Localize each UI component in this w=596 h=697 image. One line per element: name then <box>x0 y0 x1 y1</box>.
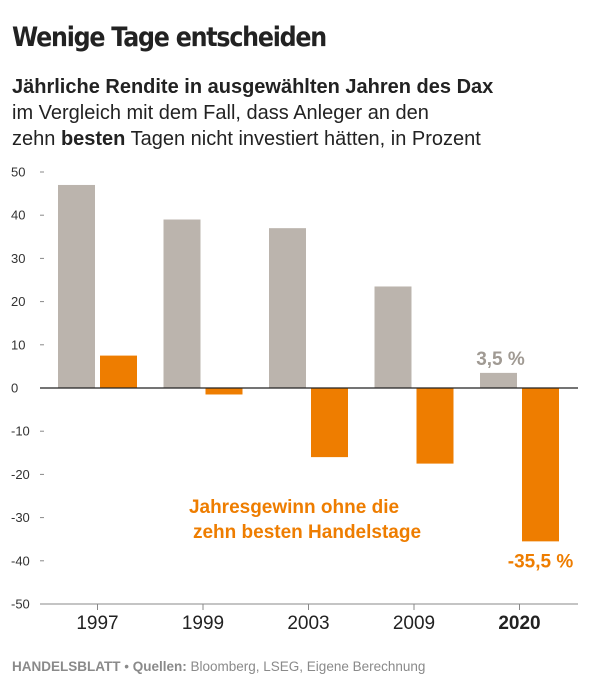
publisher-name: HANDELSBLATT <box>12 659 121 674</box>
bar-2009-series-2 <box>416 388 454 464</box>
bar-2020-series-2 <box>522 388 559 542</box>
y-tick-label: 40 <box>11 208 25 223</box>
y-tick-label: 0 <box>11 381 18 396</box>
subtitle-line-3: zehn besten Tagen nicht investiert hätte… <box>12 126 587 152</box>
y-tick-label: 20 <box>11 294 25 309</box>
subtitle-line-3-end: Tagen nicht investiert hätten, in Prozen… <box>125 128 481 150</box>
bar-2003-series-2 <box>311 388 348 458</box>
value-label: -35,5 % <box>508 551 574 572</box>
subtitle-line-2: im Vergleich mit dem Fall, dass Anleger … <box>12 102 429 124</box>
bar-1997-series-1 <box>58 184 95 388</box>
chart-title: Wenige Tage entscheiden <box>12 22 327 53</box>
series-label-line-2: zehn besten Handelstage <box>193 522 421 543</box>
x-tick-label: 2020 <box>498 613 540 634</box>
y-tick-label: 10 <box>11 337 25 352</box>
x-tick-label: 2009 <box>393 613 435 634</box>
y-tick-label: -10 <box>11 424 30 439</box>
subtitle-line-3-emphasis: besten <box>60 128 126 150</box>
bar-2003-series-1 <box>269 228 306 388</box>
bar-1997-series-2 <box>100 355 137 388</box>
y-tick-label: -20 <box>11 467 30 482</box>
bar-2009-series-1 <box>374 286 412 388</box>
chart-subtitle: Jährliche Rendite in ausgewählten Jahren… <box>12 74 587 152</box>
y-tick-label: -30 <box>11 510 30 525</box>
bar-1999-series-1 <box>163 219 201 388</box>
sources-text: Bloomberg, LSEG, Eigene Berechnung <box>186 659 426 674</box>
bar-1999-series-2 <box>205 388 243 395</box>
series-label-line-1: Jahresgewinn ohne die <box>189 497 399 518</box>
x-tick-label: 2003 <box>287 613 329 634</box>
sources-label: Quellen: <box>132 659 187 674</box>
subtitle-line-1: Jährliche Rendite in ausgewählten Jahren… <box>12 76 494 98</box>
y-tick-label: 50 <box>11 165 25 180</box>
y-tick-label: -50 <box>11 597 30 612</box>
x-tick-label: 1999 <box>182 613 224 634</box>
footer-separator: • <box>120 659 133 674</box>
bar-2020-series-1 <box>480 372 517 388</box>
y-tick-label: 30 <box>11 251 25 266</box>
source-footer: HANDELSBLATT • Quellen: Bloomberg, LSEG,… <box>12 659 425 674</box>
value-label: 3,5 % <box>476 349 525 370</box>
x-tick-label: 1997 <box>76 613 118 634</box>
subtitle-line-3-start: zehn <box>12 128 61 150</box>
y-tick-label: -40 <box>11 553 30 568</box>
